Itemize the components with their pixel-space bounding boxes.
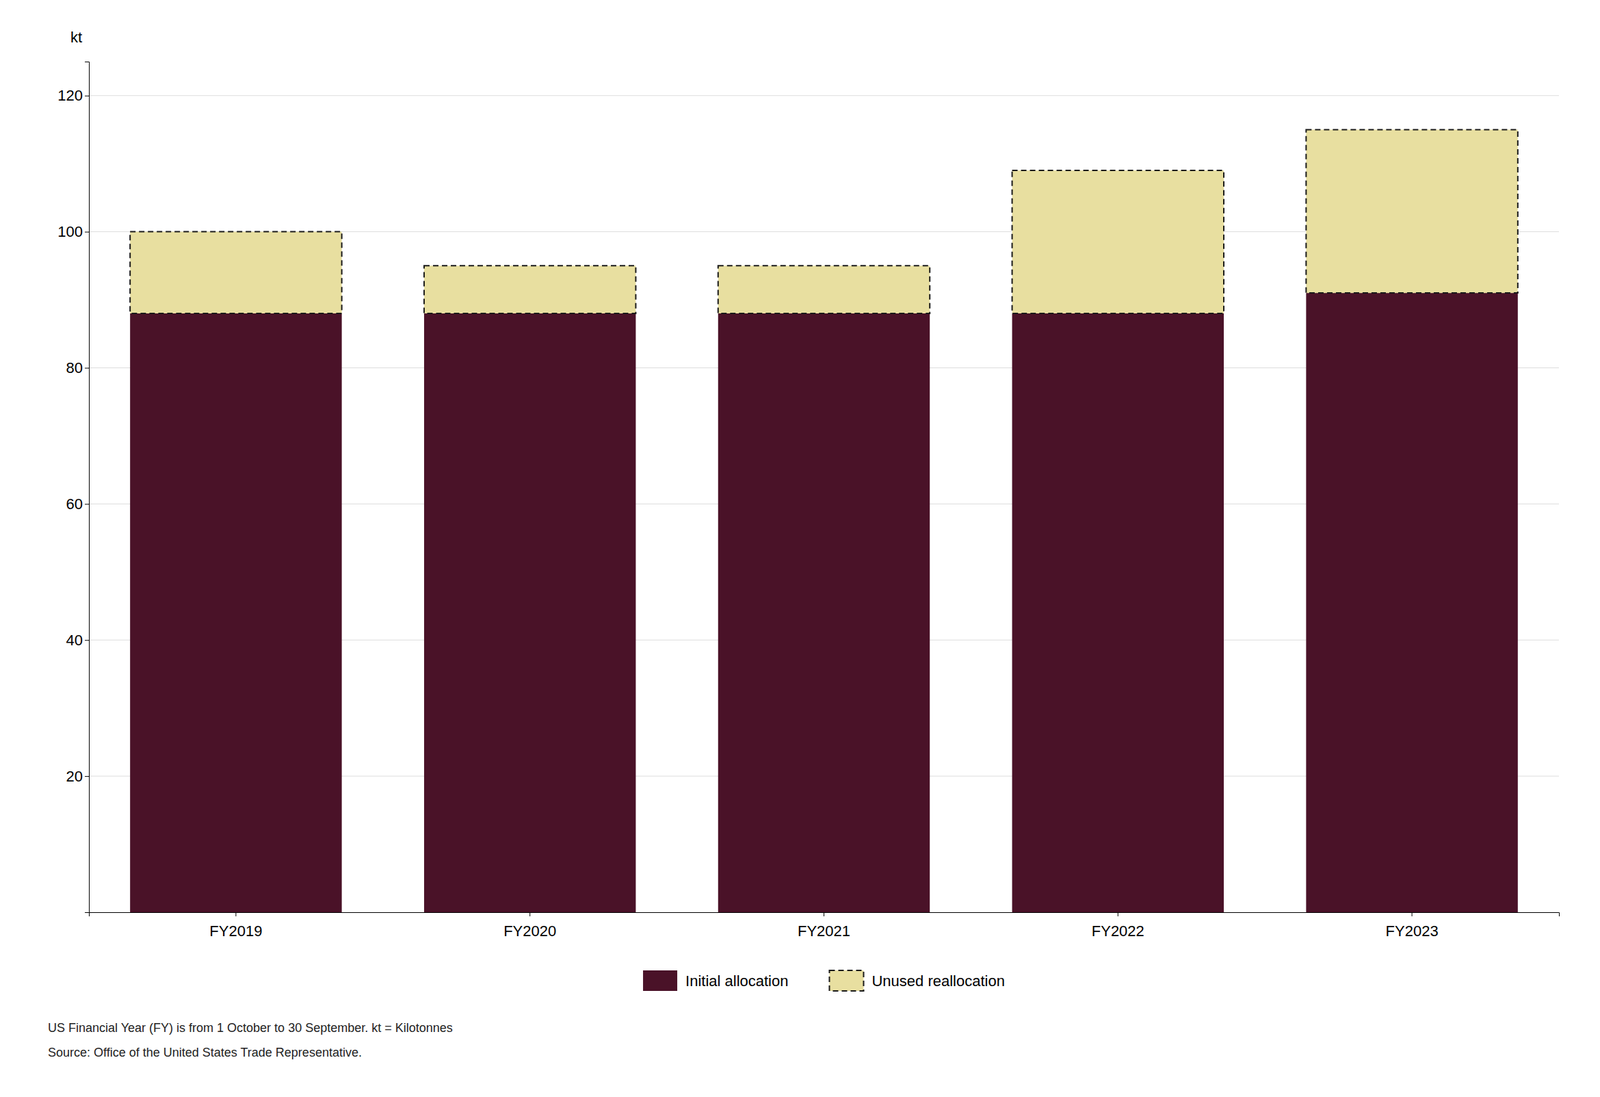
series <box>129 292 1518 912</box>
x-tick-mark <box>823 911 825 916</box>
legend-item: Initial allocation <box>643 969 789 991</box>
y-axis-title: kt <box>70 28 83 46</box>
bar <box>129 231 342 314</box>
bar <box>1305 292 1518 912</box>
bars <box>129 129 1518 912</box>
x-tick: FY2022 <box>1091 911 1145 940</box>
legend-label: Initial allocation <box>685 972 789 990</box>
y-tick-label: 40 <box>66 631 83 649</box>
bar <box>129 313 342 912</box>
footnote: US Financial Year (FY) is from 1 October… <box>47 1020 453 1035</box>
legend-swatch <box>829 969 864 991</box>
bar <box>1012 170 1224 314</box>
y-tick-label: 20 <box>66 767 83 785</box>
legend-label: Unused reallocation <box>871 972 1005 990</box>
x-tick: FY2019 <box>209 911 262 940</box>
y-tick-mark <box>84 639 89 641</box>
footnote: Source: Office of the United States Trad… <box>47 1045 362 1059</box>
y-tick-mark <box>84 95 89 97</box>
bar <box>424 265 636 314</box>
y-tick: 60 <box>66 495 89 513</box>
plot: FY2019 FY2020 FY2021 FY2022 FY2023 20 40 60 80 10… <box>57 28 1559 991</box>
y-tick: 40 <box>66 631 89 649</box>
y-tick-mark <box>84 231 89 233</box>
x-tick: FY2020 <box>503 911 557 940</box>
y-tick: 20 <box>66 767 89 785</box>
bar <box>718 313 930 912</box>
series <box>129 129 1518 313</box>
y-tick-mark <box>84 503 89 505</box>
y-tick: 120 <box>57 86 89 104</box>
y-tick: 80 <box>66 359 89 377</box>
y-tick-label: 60 <box>66 495 83 513</box>
y-axis: 20 40 60 80 100 120 <box>57 62 89 913</box>
chart: FY2019 FY2020 FY2021 FY2022 FY2023 20 40 60 80 10… <box>0 0 1600 1097</box>
y-tick-label: 100 <box>57 223 83 241</box>
y-tick-mark <box>84 367 89 369</box>
y-tick-label: 120 <box>57 86 83 104</box>
bar <box>1305 129 1518 293</box>
y-axis-line <box>84 62 90 913</box>
legend: Initial allocation Unused reallocation <box>643 969 1005 991</box>
x-tick-label: FY2020 <box>503 922 557 940</box>
grid-line <box>88 95 1559 96</box>
x-tick-label: FY2021 <box>797 922 851 940</box>
x-tick-mark <box>1117 911 1119 916</box>
legend-swatch <box>643 969 678 991</box>
x-tick-label: FY2023 <box>1385 922 1439 940</box>
bar <box>1012 313 1224 912</box>
y-tick: 100 <box>57 223 89 241</box>
x-tick: FY2023 <box>1385 911 1439 940</box>
y-tick-mark <box>84 775 89 777</box>
x-tick: FY2021 <box>797 911 851 940</box>
x-tick-label: FY2022 <box>1091 922 1145 940</box>
x-tick-mark <box>235 911 236 916</box>
bar <box>718 265 930 314</box>
x-tick-mark <box>1411 911 1413 916</box>
x-axis: FY2019 FY2020 FY2021 FY2022 FY2023 <box>89 911 1560 940</box>
legend-item: Unused reallocation <box>829 969 1005 991</box>
y-tick-label: 80 <box>66 359 83 377</box>
x-tick-label: FY2019 <box>209 922 262 940</box>
bar <box>424 313 636 912</box>
x-axis-line <box>89 912 1560 917</box>
x-tick-mark <box>529 911 531 916</box>
